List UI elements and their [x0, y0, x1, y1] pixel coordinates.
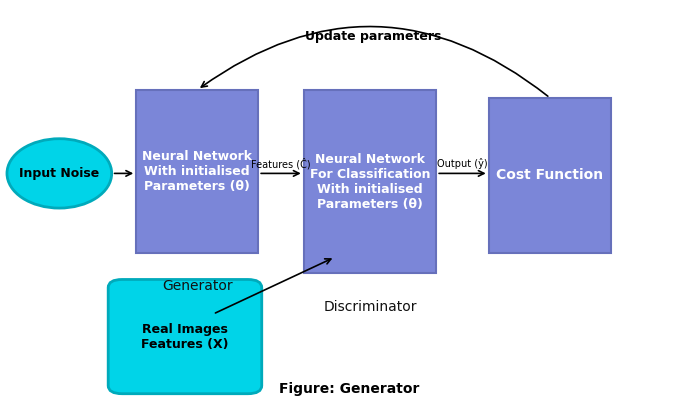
Text: Update parameters: Update parameters — [305, 30, 442, 43]
FancyBboxPatch shape — [108, 279, 262, 394]
Text: Generator: Generator — [162, 279, 232, 293]
Text: Figure: Generator: Figure: Generator — [279, 382, 419, 396]
Text: Neural Network
With initialised
Parameters (θ): Neural Network With initialised Paramete… — [142, 150, 252, 193]
FancyBboxPatch shape — [304, 90, 436, 273]
Text: Cost Function: Cost Function — [496, 169, 603, 182]
Text: Input Noise: Input Noise — [20, 167, 99, 180]
Text: Features (Ĉ): Features (Ĉ) — [251, 158, 311, 169]
FancyBboxPatch shape — [489, 98, 611, 253]
Ellipse shape — [7, 139, 112, 208]
Text: Output (ŷ): Output (ŷ) — [437, 158, 487, 169]
Text: Real Images
Features (X): Real Images Features (X) — [141, 323, 229, 350]
Text: Discriminator: Discriminator — [323, 300, 417, 314]
FancyBboxPatch shape — [136, 90, 258, 253]
Text: Neural Network
For Classification
With initialised
Parameters (θ): Neural Network For Classification With i… — [310, 153, 430, 211]
